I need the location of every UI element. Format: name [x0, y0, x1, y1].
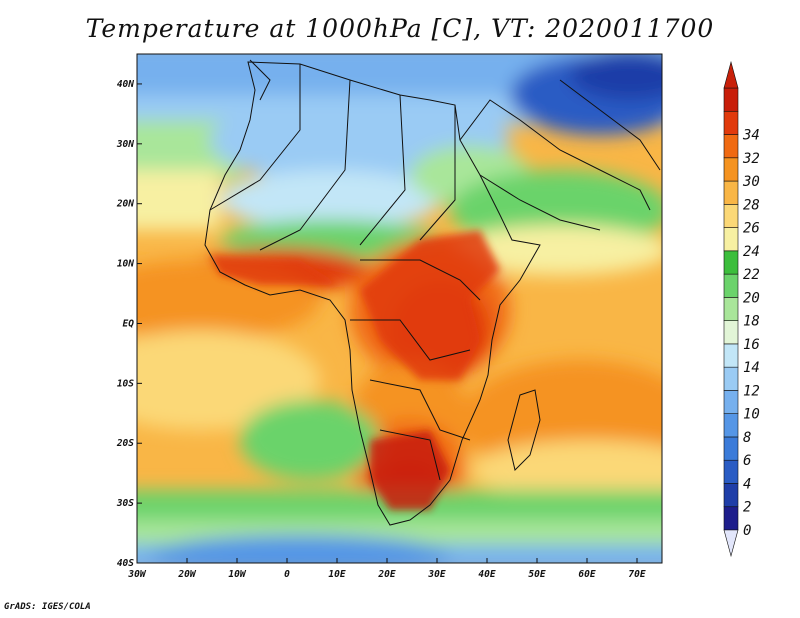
footer-credit: GrADS: IGES/COLA	[4, 602, 91, 612]
colorbar-segment	[723, 390, 739, 414]
coastlines	[204, 59, 661, 526]
colorbar-label: 14	[743, 360, 760, 376]
colorbar-label: 20	[743, 290, 760, 306]
colorbar-over-triangle	[723, 60, 739, 89]
colorbar-segment	[723, 110, 739, 135]
colorbar-label: 30	[742, 174, 760, 190]
y-tick-label: 30S	[116, 498, 134, 509]
y-tick-label: EQ	[123, 318, 135, 329]
x-tick-label: 20E	[377, 569, 395, 580]
colorbar-segment	[723, 413, 739, 438]
y-axis: 40S 30S 20S 10S EQ 10N 20N 30N 40N	[116, 79, 142, 569]
y-tick-label: 40S	[117, 558, 134, 569]
x-tick-label: 60E	[578, 569, 595, 580]
colorbar-segment	[723, 297, 739, 321]
colorbar-label: 18	[743, 314, 760, 330]
map-title: Temperature at 1000hPa [C], VT: 20200117…	[85, 14, 715, 43]
colorbar-segment	[723, 366, 739, 391]
colorbar-label: 32	[742, 151, 760, 167]
x-tick-label: 30E	[427, 569, 445, 580]
x-tick-label: 30W	[127, 569, 146, 580]
colorbar-segment	[723, 436, 739, 461]
y-tick-label: 10S	[117, 378, 134, 389]
colorbar-segment	[723, 134, 739, 159]
y-tick-label: 40N	[117, 79, 134, 90]
colorbar-segment	[723, 180, 739, 205]
colorbar-label: 16	[743, 337, 760, 353]
colorbar-segment	[723, 250, 739, 275]
colorbar-label: 10	[743, 407, 760, 423]
colorbar-segment	[723, 320, 739, 345]
colorbar-label: 8	[743, 430, 751, 446]
colorbar-segment	[723, 506, 739, 531]
colorbar-label: 4	[743, 476, 751, 492]
colorbar-segment	[723, 227, 739, 252]
colorbar-label: 12	[743, 383, 760, 399]
colorbar-segment	[723, 87, 739, 112]
colorbar-segment	[723, 483, 739, 508]
x-tick-label: 70E	[628, 569, 645, 580]
colorbar-segment	[723, 204, 739, 228]
colorbar-label: 28	[743, 197, 760, 213]
colorbar-label: 6	[743, 453, 751, 469]
colorbar-label: 2	[743, 500, 751, 516]
x-tick-label: 50E	[528, 569, 545, 580]
colorbar-label: 0	[743, 523, 751, 539]
x-axis: 30W 20W 10W 0 10E 20E 30E 40E 50E 60E 70E	[127, 558, 646, 580]
x-tick-label: 10E	[328, 569, 345, 580]
y-tick-label: 30N	[116, 139, 134, 150]
y-tick-label: 20N	[116, 199, 134, 210]
colorbar-label: 22	[743, 267, 760, 283]
colorbar-segment	[723, 157, 739, 182]
colorbar-label: 34	[742, 128, 760, 144]
y-tick-label: 10N	[117, 259, 134, 270]
colorbar-label: 24	[743, 244, 760, 260]
colorbar-segment	[723, 273, 739, 298]
x-tick-label: 0	[284, 569, 290, 580]
x-tick-label: 20W	[177, 569, 196, 580]
colorbar-under-triangle	[723, 529, 739, 558]
x-tick-label: 10W	[228, 569, 246, 580]
x-tick-label: 40E	[478, 569, 495, 580]
y-tick-label: 20S	[116, 438, 134, 449]
colorbar-segment	[723, 459, 739, 484]
colorbar-segment	[723, 343, 739, 368]
colorbar-label: 26	[743, 221, 760, 237]
plot-frame	[136, 53, 663, 564]
temperature-field	[137, 54, 662, 563]
